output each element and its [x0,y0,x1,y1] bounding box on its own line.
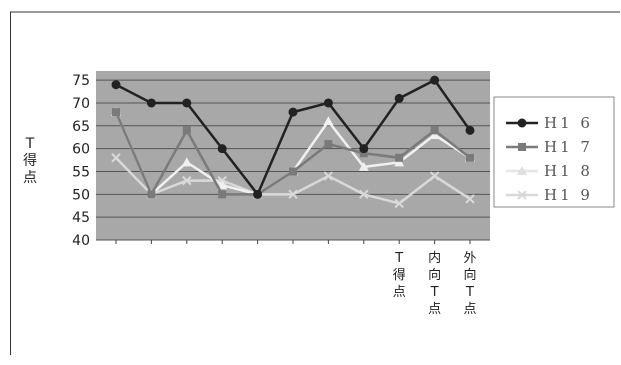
data-point [429,171,440,181]
data-point [430,126,439,135]
data-point [288,189,298,200]
y-tick-label: 75 [72,73,90,89]
y-tick-label: 65 [72,119,90,135]
data-point [517,190,527,200]
data-point [324,140,333,149]
legend-item-h16: H1 6 [506,114,593,132]
legend-item-h17: H1 7 [506,138,593,156]
series-h17 [112,108,474,199]
x-tick-label: 外向 T 点 [463,251,476,317]
data-point [323,98,333,108]
data-point [518,143,526,151]
data-point [395,153,404,162]
y-axis-ticks: 40 45 50 55 60 65 70 75 [72,73,90,249]
legend-item-h19: H1 9 [506,186,593,204]
x-tick-label-text: T 得点 [393,251,406,300]
y-tick-label: 45 [72,210,90,226]
data-point [359,149,368,158]
data-point [465,125,475,135]
data-point [429,129,440,139]
data-point [394,93,404,103]
series-layer [111,75,475,209]
chart-frame: 40 45 50 55 60 65 70 75 T 得点 内向 T 点外向 T 点 T 得点 H1 6 H1 … [10,0,620,355]
series-h16 [111,75,475,199]
x-tick-label: 内向 T 点 [428,250,441,317]
data-point [517,118,527,128]
y-tick-label: 70 [72,96,90,112]
data-point [182,175,192,186]
data-point [359,189,369,200]
legend-item-h18: H1 8 [506,162,593,180]
y-tick-label: 50 [72,187,90,203]
data-point [217,180,228,190]
legend-box [493,96,615,208]
legend: H1 6 H1 7 H1 8 H1 9 [493,96,615,208]
data-point [111,153,121,163]
y-tick-label: 40 [72,233,90,249]
data-point [466,153,474,162]
data-point [181,157,192,167]
data-point [289,167,297,176]
data-point [323,116,334,126]
data-point [146,98,156,108]
data-point [182,126,191,135]
data-point [217,144,227,154]
x-tick-label: T 得点 [393,251,406,300]
y-axis-label-text: T 得点 [23,136,37,186]
data-point [323,171,334,181]
plot-area [96,71,490,240]
x-tick-label-text: 内向 T 点 [428,250,441,317]
data-point [394,157,405,167]
y-tick-label: 55 [72,164,90,180]
legend-label: H1 8 [544,162,593,180]
data-point [111,80,121,90]
x-tick-label-text: 外向 T 点 [463,251,476,317]
data-point [430,75,440,85]
data-point [147,190,156,199]
data-point [465,194,475,204]
data-point [182,98,192,108]
legend-label: H1 6 [544,114,593,132]
data-point [288,107,298,117]
data-point [359,144,369,154]
data-point [218,190,227,199]
data-point [517,166,527,175]
y-tick-label: 60 [72,142,90,158]
data-point [358,161,369,171]
y-axis-label: T 得点 [23,136,37,186]
data-point [394,198,404,209]
data-point [253,189,263,199]
legend-label: H1 9 [544,186,593,204]
legend-label: H1 7 [544,138,593,156]
x-axis-ticks: T 得点 内向 T 点 外向 T 点 [115,240,477,317]
data-point [112,108,120,117]
